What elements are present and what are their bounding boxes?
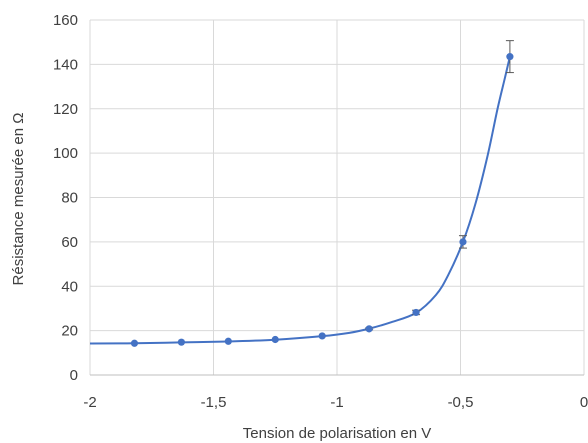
y-tick-label: 0: [70, 367, 78, 384]
trendline: [89, 56, 511, 345]
x-tick-label: -2: [83, 394, 96, 411]
y-tick-label: 80: [61, 190, 78, 207]
y-tick-label: 120: [53, 101, 78, 118]
x-axis-title: Tension de polarisation en V: [243, 425, 431, 442]
data-point: [365, 325, 373, 333]
data-point: [130, 339, 139, 347]
trendline-layer: [89, 56, 511, 345]
x-tick-label: -0,5: [448, 394, 474, 411]
y-axis-title: Résistance mesurée en Ω: [10, 113, 27, 286]
gridlines: [89, 19, 585, 376]
x-tick-labels: -2 -1,5 -1 -0,5 0: [83, 394, 588, 411]
y-tick-label: 140: [53, 56, 78, 73]
data-point-layer: [130, 53, 514, 347]
x-tick-label: -1,5: [201, 394, 227, 411]
data-point: [318, 332, 326, 340]
data-point: [224, 337, 232, 345]
data-point: [459, 238, 467, 246]
y-tick-label: 20: [61, 323, 78, 340]
data-point: [271, 335, 279, 344]
y-tick-label: 60: [61, 234, 78, 251]
y-tick-label: 100: [53, 145, 78, 162]
data-point: [412, 308, 420, 317]
y-tick-label: 40: [61, 278, 78, 295]
x-tick-label: -1: [330, 394, 343, 411]
data-point: [177, 338, 185, 346]
y-tick-label: 160: [53, 12, 78, 29]
data-point: [506, 53, 514, 61]
y-tick-labels: 0 20 40 60 80 100 120 140 160: [53, 12, 78, 384]
x-tick-label: 0: [580, 394, 588, 411]
